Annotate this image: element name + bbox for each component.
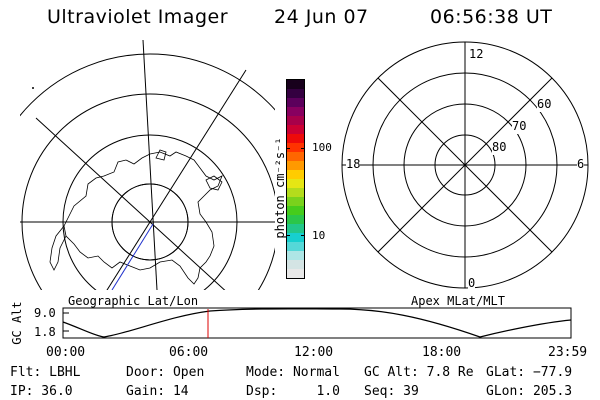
colorbar-segment <box>287 152 304 161</box>
y-tick-label-1-8: 1.8 <box>34 325 56 339</box>
colorbar-segment <box>287 215 304 224</box>
geographic-map-label: Geographic Lat/Lon <box>68 294 199 308</box>
status-door: Door: Open <box>126 365 205 380</box>
colorbar-segment <box>287 179 304 188</box>
mlat-label-60: 60 <box>537 97 552 112</box>
colorbar <box>286 79 305 279</box>
status-glat: GLat: −77.9 <box>486 365 573 380</box>
colorbar-segment <box>287 89 304 98</box>
colorbar-label-10: 10 <box>312 229 326 242</box>
colorbar-segment <box>287 116 304 125</box>
status-mode: Mode: Normal <box>246 365 340 380</box>
y-tick-label-9: 9.0 <box>34 306 56 320</box>
colorbar-segment <box>287 143 304 152</box>
x-tick-label-0600: 06:00 <box>169 345 209 360</box>
colorbar-segment <box>287 188 304 197</box>
orbit-dot <box>32 87 34 89</box>
colorbar-segment <box>287 197 304 206</box>
altitude-curve <box>62 308 572 338</box>
app-title: Ultraviolet Imager <box>47 6 229 28</box>
date-readout: 24 Jun 07 <box>274 6 369 28</box>
mlt-label-0: 0 <box>468 276 476 291</box>
antarctica-coastline <box>63 151 223 285</box>
x-tick-label-0000: 00:00 <box>46 345 86 360</box>
satellite-track <box>111 223 154 290</box>
mlt-label-18: 18 <box>346 157 361 172</box>
colorbar-tick-10 <box>286 235 290 236</box>
colorbar-label-100: 100 <box>312 141 332 154</box>
colorbar-segment <box>287 242 304 251</box>
lat-circle-6 <box>111 183 189 261</box>
colorbar-segment <box>287 98 304 107</box>
colorbar-segment <box>287 107 304 116</box>
mlat-label-70: 70 <box>512 119 527 134</box>
island-coastline-2 <box>155 149 167 161</box>
colorbar-segment <box>287 170 304 179</box>
status-ip: IP: 36.0 <box>10 384 73 399</box>
status-dsp: Dsp: 1.0 <box>246 384 340 399</box>
status-glon: GLon: 205.3 <box>486 384 573 399</box>
lat-circle-outer <box>20 53 275 117</box>
altitude-plot-frame <box>62 307 572 339</box>
colorbar-segment <box>287 251 304 260</box>
island-coastline <box>205 175 223 191</box>
time-readout: 06:56:38 UT <box>430 6 553 28</box>
mlat-label-80: 80 <box>492 140 507 155</box>
meridian-4 <box>106 69 247 290</box>
x-tick-label-1800: 18:00 <box>422 345 462 360</box>
x-tick-label-2359: 23:59 <box>548 345 588 360</box>
altitude-axis-label: GC Alt <box>10 301 24 345</box>
x-tick-label-1200: 12:00 <box>294 345 334 360</box>
colorbar-segment <box>287 224 304 233</box>
colorbar-segment <box>287 260 304 269</box>
colorbar-tick-100 <box>286 148 290 149</box>
status-gc-alt: GC Alt: 7.8 Re <box>364 365 474 380</box>
colorbar-segment <box>287 161 304 170</box>
colorbar-segment <box>287 233 304 242</box>
status-seq: Seq: 39 <box>364 384 419 399</box>
peninsula-coastline <box>49 225 67 271</box>
colorbar-segment <box>287 206 304 215</box>
apex-map-label: Apex MLat/MLT <box>411 294 505 308</box>
colorbar-segment <box>287 134 304 143</box>
colorbar-segment <box>287 125 304 134</box>
colorbar-segment <box>287 269 304 278</box>
colorbar-tick-100-right <box>301 148 305 149</box>
meridian-2 <box>142 40 158 290</box>
mlt-label-12: 12 <box>469 47 484 62</box>
status-flt: Flt: LBHL <box>10 365 81 380</box>
status-gain: Gain: 14 <box>126 384 189 399</box>
colorbar-segment <box>287 80 304 89</box>
colorbar-tick-10-right <box>301 235 305 236</box>
mlt-label-6: 6 <box>577 157 585 172</box>
mlt-diag-2 <box>377 77 553 253</box>
